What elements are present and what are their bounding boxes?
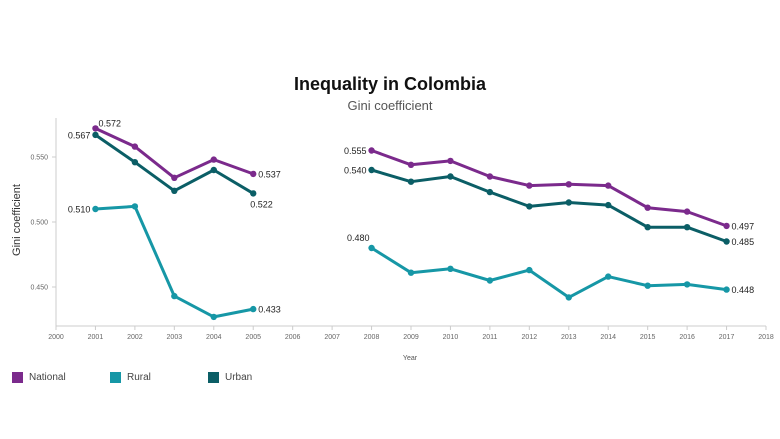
- data-point-rural: [407, 269, 415, 276]
- x-tick-label: 2010: [443, 334, 459, 341]
- x-tick-label: 2013: [561, 334, 577, 341]
- data-label-urban: 0.522: [250, 199, 273, 209]
- data-label-national: 0.555: [344, 146, 367, 156]
- data-point-national: [407, 161, 415, 168]
- x-tick-label: 2004: [206, 334, 222, 341]
- data-point-urban: [171, 187, 178, 194]
- x-tick-label: 2002: [127, 334, 143, 341]
- data-point-national: [565, 181, 572, 188]
- chart-title: Inequality in Colombia: [293, 74, 486, 94]
- data-point-national: [368, 147, 375, 154]
- data-point-urban: [723, 238, 730, 245]
- data-point-urban: [526, 203, 533, 210]
- data-point-urban: [131, 159, 139, 166]
- legend-label-rural: Rural: [127, 372, 151, 383]
- data-point-rural: [605, 273, 612, 280]
- data-point-urban: [644, 224, 651, 231]
- y-tick-label: 0.450: [30, 285, 48, 292]
- data-point-rural: [250, 305, 257, 313]
- data-point-rural: [644, 282, 651, 289]
- x-tick-label: 2016: [679, 334, 695, 341]
- y-tick-label: 0.550: [30, 155, 48, 162]
- legend-item-national[interactable]: National: [12, 372, 66, 383]
- legend-item-urban[interactable]: Urban: [208, 372, 252, 383]
- series-line-urban: [370, 168, 729, 243]
- data-point-national: [210, 156, 217, 163]
- data-point-urban: [565, 199, 572, 206]
- data-point-rural: [447, 265, 454, 272]
- x-tick-label: 2009: [403, 334, 419, 341]
- data-point-national: [447, 157, 454, 165]
- data-label-rural: 0.433: [258, 305, 281, 315]
- data-point-national: [683, 208, 691, 215]
- legend-swatch-national: [12, 372, 23, 383]
- data-label-national: 0.572: [98, 118, 121, 128]
- data-label-national: 0.497: [732, 221, 755, 231]
- series-line-national: [370, 149, 729, 228]
- data-point-urban: [250, 190, 257, 197]
- data-point-rural: [92, 205, 99, 213]
- data-point-rural: [131, 203, 139, 210]
- data-point-national: [605, 182, 612, 189]
- x-tick-label: 2017: [719, 334, 735, 341]
- data-point-national: [526, 182, 533, 189]
- legend-label-national: National: [29, 372, 66, 383]
- x-tick-label: 2008: [364, 334, 380, 341]
- data-point-rural: [171, 292, 178, 300]
- x-tick-label: 2001: [88, 334, 104, 341]
- legend-label-urban: Urban: [225, 372, 253, 383]
- data-point-urban: [486, 188, 494, 196]
- data-point-urban: [605, 201, 612, 209]
- data-point-urban: [368, 166, 375, 174]
- data-point-urban: [210, 166, 217, 174]
- series-line-rural: [370, 246, 729, 299]
- data-point-urban: [683, 224, 691, 231]
- data-point-national: [723, 222, 730, 230]
- data-point-national: [486, 173, 494, 180]
- legend-item-rural[interactable]: Rural: [110, 372, 151, 383]
- x-tick-label: 2012: [522, 334, 538, 341]
- x-tick-label: 2015: [640, 334, 656, 341]
- data-label-rural: 0.480: [347, 233, 370, 243]
- x-tick-label: 2000: [48, 334, 64, 341]
- data-point-rural: [526, 266, 533, 274]
- data-label-rural: 0.448: [732, 285, 755, 295]
- data-point-rural: [368, 244, 375, 252]
- data-point-national: [92, 125, 99, 132]
- legend-swatch-rural: [110, 372, 121, 383]
- data-point-national: [171, 174, 178, 181]
- x-tick-label: 2006: [285, 334, 301, 341]
- data-point-rural: [723, 286, 730, 293]
- data-label-national: 0.537: [258, 169, 281, 179]
- data-label-urban: 0.485: [732, 237, 755, 247]
- data-label-urban: 0.540: [344, 166, 367, 176]
- data-point-rural: [683, 281, 691, 288]
- series-line-rural: [93, 204, 255, 319]
- chart-plot: 2000 2001 2002 2003 2004 2005 2006 2007 2008 2009…: [11, 118, 774, 362]
- x-tick-label: 2014: [600, 334, 616, 341]
- data-point-rural: [565, 294, 572, 301]
- y-axis-title: Gini coefficient: [11, 184, 23, 256]
- data-point-urban: [447, 173, 454, 180]
- data-point-national: [250, 170, 257, 178]
- legend-swatch-urban: [208, 372, 219, 383]
- x-tick-label: 2005: [245, 334, 261, 341]
- data-point-rural: [486, 277, 494, 284]
- x-tick-label: 2007: [324, 334, 340, 341]
- y-tick-label: 0.500: [30, 220, 48, 227]
- series-line-national: [93, 126, 255, 180]
- data-point-national: [644, 204, 651, 211]
- x-tick-label: 2011: [482, 334, 497, 341]
- data-label-rural: 0.510: [68, 205, 91, 215]
- data-point-rural: [210, 313, 217, 321]
- data-point-national: [131, 143, 139, 150]
- data-point-urban: [407, 178, 415, 185]
- data-label-urban: 0.567: [68, 130, 91, 140]
- x-tick-label: 2018: [758, 334, 774, 341]
- chart-subtitle: Gini coefficient: [347, 98, 433, 113]
- data-point-urban: [92, 131, 99, 139]
- x-tick-label: 2003: [167, 334, 183, 341]
- x-axis-title: Year: [403, 355, 418, 362]
